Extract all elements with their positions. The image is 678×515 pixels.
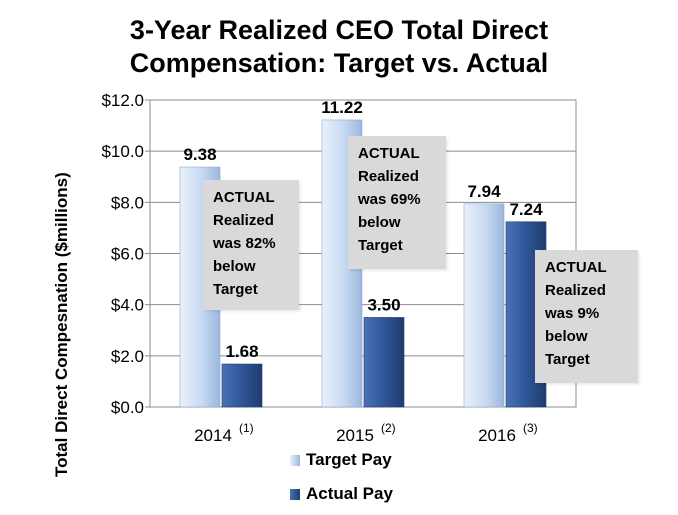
legend-swatch-target	[290, 455, 300, 466]
chart-title-line-1: 3-Year Realized CEO Total Direct	[129, 15, 549, 45]
data-label-target-pay-2014: 9.38	[183, 145, 216, 164]
legend-label-actual: Actual Pay	[306, 484, 393, 503]
x-tick-label-2015: 2015	[336, 426, 374, 445]
callout-2015: ACTUAL Realized was 69% below Target	[348, 136, 446, 269]
chart-title: 3-Year Realized CEO Total Direct Compens…	[0, 14, 678, 80]
callout-line: Realized	[545, 282, 606, 299]
y-tick-label: $8.0	[111, 193, 144, 212]
y-tick-label: $4.0	[111, 296, 144, 315]
x-tick-note-2016: (3)	[523, 421, 538, 435]
callout-line: was 82%	[213, 235, 276, 252]
callout-line: was 69%	[358, 191, 421, 208]
legend-label-target: Target Pay	[306, 450, 392, 469]
bar-actual-pay-2015	[363, 317, 405, 408]
x-tick-note-2015: (2)	[381, 421, 396, 435]
callout-line: Target	[358, 237, 403, 254]
data-label-target-pay-2015: 11.22	[321, 98, 363, 117]
data-label-actual-pay-2014: 1.68	[225, 342, 258, 361]
data-label-actual-pay-2015: 3.50	[367, 295, 400, 314]
callout-line: ACTUAL	[358, 145, 420, 162]
callout-line: below	[545, 328, 588, 345]
callout-line: Realized	[358, 168, 419, 185]
x-tick-note-2014: (1)	[239, 421, 254, 435]
chart-title-line-2: Compensation: Target vs. Actual	[129, 48, 549, 78]
callout-line: Target	[213, 281, 258, 298]
legend-item-target-pay: Target Pay	[290, 450, 392, 470]
callout-line: below	[358, 214, 401, 231]
y-tick-label: $12.0	[101, 91, 144, 110]
y-tick-label: $2.0	[111, 347, 144, 366]
legend-swatch-actual	[290, 489, 300, 500]
callout-line: below	[213, 258, 256, 275]
callout-line: ACTUAL	[213, 189, 275, 206]
y-tick-label: $6.0	[111, 245, 144, 264]
callout-line: Target	[545, 351, 590, 368]
plot-area: $0.0 $2.0 $4.0 $6.0 $8.0 $10.0 $12.0 9.38 1.68 20…	[101, 91, 577, 445]
callout-line: ACTUAL	[545, 259, 607, 276]
callout-2016: ACTUAL Realized was 9% below Target	[535, 250, 638, 383]
y-tick-label: $0.0	[111, 398, 144, 417]
data-label-target-pay-2016: 7.94	[467, 182, 501, 201]
y-axis-label: Total Direct Compesnation ($millions)	[52, 172, 71, 477]
callout-line: was 9%	[545, 305, 600, 322]
x-tick-label-2014: 2014	[194, 426, 232, 445]
legend-item-actual-pay: Actual Pay	[290, 484, 393, 504]
bar-actual-pay-2014	[221, 363, 263, 408]
callout-line: Realized	[213, 212, 274, 229]
data-label-actual-pay-2016: 7.24	[509, 200, 543, 219]
bar-target-pay-2016	[463, 203, 505, 408]
x-tick-label-2016: 2016	[478, 426, 516, 445]
callout-2014: ACTUAL Realized was 82% below Target	[203, 180, 299, 310]
y-tick-label: $10.0	[101, 142, 144, 161]
